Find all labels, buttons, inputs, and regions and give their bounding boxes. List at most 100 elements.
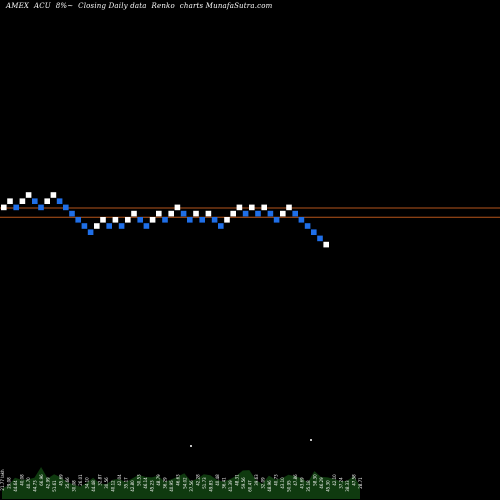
renko-brick (112, 217, 119, 223)
renko-brick (32, 198, 38, 204)
volume-label: 37.56 (189, 480, 194, 492)
volume-label: 43.69 (299, 477, 304, 489)
volume-label: 42.10 (332, 474, 337, 486)
volume-label: 49.83 (208, 480, 213, 492)
volume-label: 32.87 (98, 474, 103, 486)
volume-label: 29.08 (7, 477, 12, 489)
renko-brick (236, 204, 243, 211)
volume-label: 58.30 (312, 474, 317, 486)
volume-label: 36.41 (221, 477, 226, 489)
renko-brick (323, 241, 329, 248)
volume-label: 36.29 (163, 477, 168, 489)
renko-brick (205, 210, 212, 217)
renko-brick (280, 210, 286, 217)
volume-label: 51.61 (52, 480, 57, 492)
renko-brick (193, 210, 199, 217)
renko-brick (143, 223, 150, 229)
renko-brick (69, 210, 75, 217)
renko-brick (13, 204, 19, 211)
renko-brick (230, 210, 236, 217)
renko-brick (1, 204, 7, 211)
renko-brick (267, 210, 274, 217)
volume-label: 43.10 (280, 477, 285, 489)
volume-label: 44.73 (33, 480, 38, 492)
renko-brick (44, 198, 50, 204)
renko-brick (131, 210, 137, 217)
volume-label: 45.23 (150, 480, 155, 492)
renko-brick (180, 210, 187, 217)
volume-label: 39.63 (254, 474, 259, 486)
volume-label: 34.10 (85, 477, 90, 489)
renko-brick (100, 217, 106, 223)
volume-label: 50.95 (286, 480, 291, 492)
renko-brick (56, 198, 63, 204)
volume-label: 35.18 (306, 480, 311, 492)
renko-brick (125, 217, 131, 223)
volume-marker (310, 439, 312, 441)
renko-brick (218, 223, 224, 229)
volume-label: 40.48 (215, 474, 220, 486)
renko-brick (106, 223, 112, 229)
volume-label: 41.39 (228, 480, 233, 492)
volume-label: 48.96 (267, 480, 272, 492)
renko-brick (63, 204, 69, 211)
renko-brick (87, 229, 94, 235)
volume-label: 42.80 (130, 480, 135, 492)
renko-brick (304, 223, 311, 229)
renko-brick (174, 204, 181, 211)
volume-label: 40.95 (169, 480, 174, 492)
volume-panel (2, 467, 360, 499)
volume-label: 30.56 (104, 477, 109, 489)
volume-label: 42.28 (195, 474, 200, 486)
renko-brick (156, 210, 162, 217)
renko-brick (94, 223, 100, 229)
volume-label: 38.33 (345, 480, 350, 492)
volume-label: 46.14 (143, 477, 148, 489)
volume-area (2, 467, 360, 499)
renko-brick (224, 217, 230, 223)
renko-brick (75, 217, 81, 223)
volume-label: 37.24 (338, 477, 343, 489)
renko-brick (19, 198, 26, 204)
volume-label: 35.17 (124, 477, 129, 489)
renko-brick (311, 229, 317, 235)
renko-brick (162, 217, 168, 223)
renko-brick (298, 217, 305, 223)
volume-label: 47.58 (351, 474, 356, 486)
volume-label: 40.70 (26, 477, 31, 489)
renko-brick (249, 204, 255, 211)
volume-label: 45.30 (325, 480, 330, 492)
chart-title: AMEX ACU 8%~ Closing Daily data Renko ch… (6, 2, 273, 10)
volume-label: 66.96 (39, 474, 44, 486)
volume-label: 42.99 (46, 477, 51, 489)
volume-label: 47.86 (293, 474, 298, 486)
volume-label: 54.02 (182, 477, 187, 489)
volume-label: 45.69 (59, 474, 64, 486)
volume-label: 48.31 (234, 474, 239, 486)
volume-marker (190, 445, 192, 447)
renko-brick (38, 204, 44, 211)
volume-label: 59.56 (241, 477, 246, 489)
volume-label: 46.63 (176, 474, 181, 486)
renko-brick (149, 217, 156, 223)
renko-brick (50, 192, 57, 198)
volume-label: 28.71 (358, 477, 363, 489)
volume-label: 48.79 (156, 474, 161, 486)
renko-brick (168, 210, 174, 217)
volume-label: 60.47 (247, 480, 252, 492)
volume-label: 42.04 (117, 474, 122, 486)
renko-brick (286, 204, 292, 211)
volume-label: 26.01 (78, 474, 83, 486)
renko-brick (118, 223, 125, 229)
renko-brick (211, 217, 218, 223)
renko-brick (137, 217, 143, 223)
renko-brick (7, 198, 13, 204)
renko-brick (25, 192, 32, 198)
renko-brick (317, 235, 323, 242)
renko-brick (81, 223, 88, 229)
volume-markers (190, 439, 312, 447)
volume-label: 44.64 (13, 480, 18, 492)
volume-label: 32.09 (260, 477, 265, 489)
